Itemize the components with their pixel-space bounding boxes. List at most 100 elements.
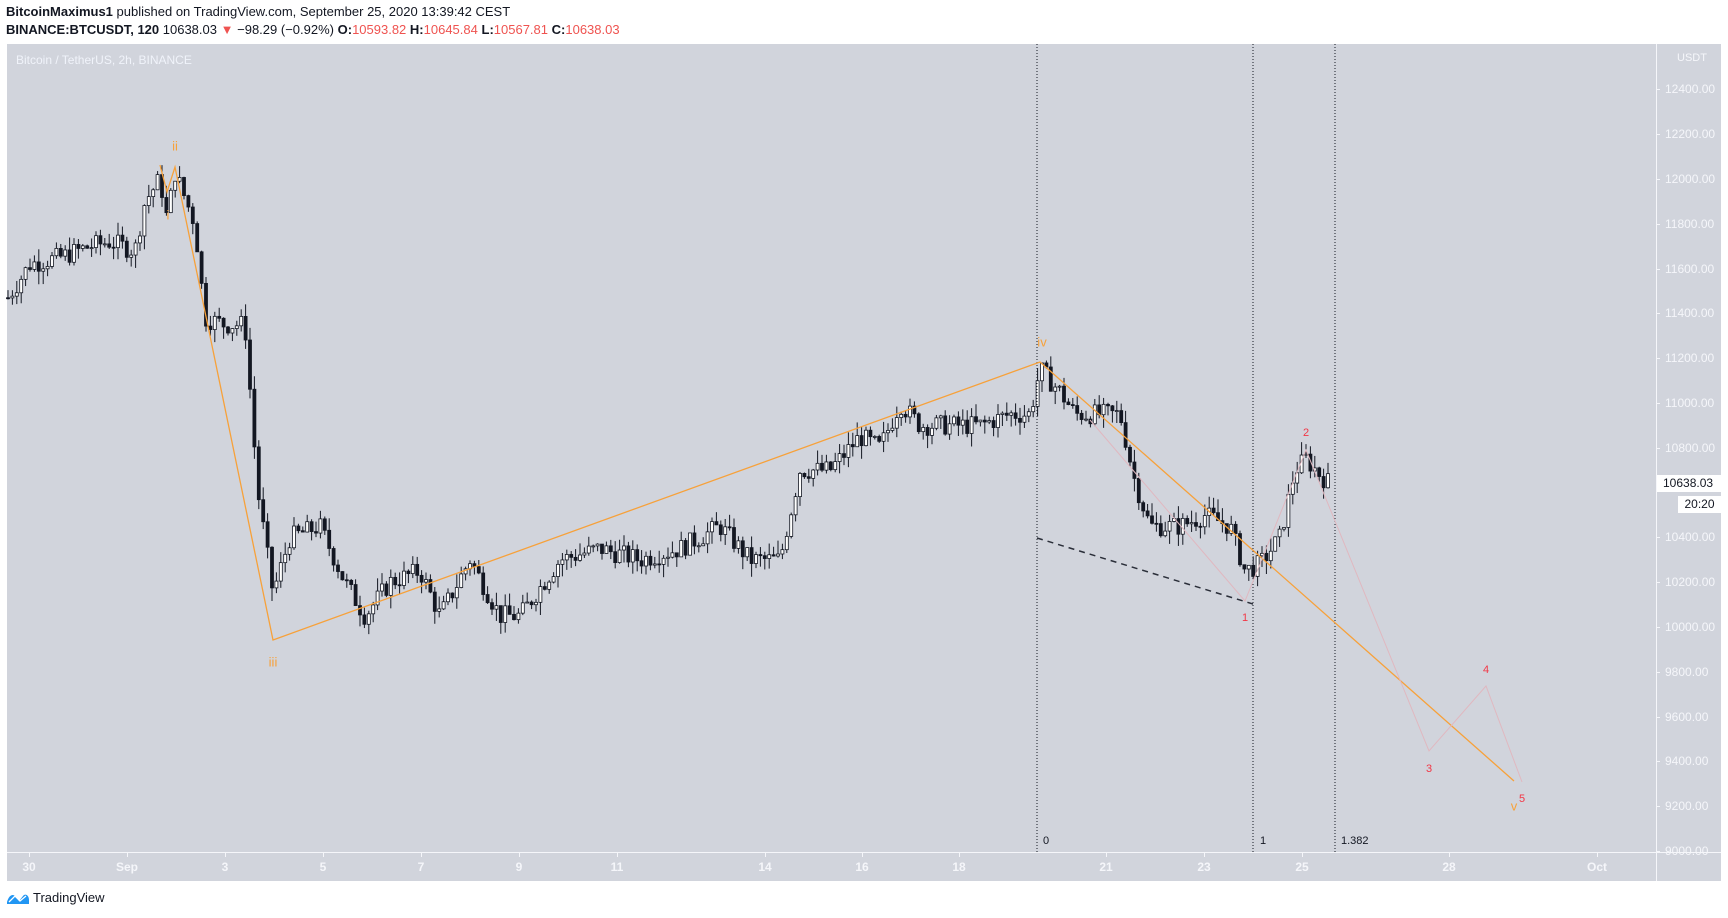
up-candle <box>168 189 173 214</box>
time-label: Sep <box>115 860 139 874</box>
down-candle <box>248 339 252 390</box>
price-tick <box>1656 223 1660 225</box>
down-candle <box>573 556 578 561</box>
current-price-label: 10638.03 <box>1657 475 1721 492</box>
time-tick <box>1204 853 1205 857</box>
up-candle <box>375 590 380 606</box>
up-candle <box>278 562 283 582</box>
down-candle <box>850 444 855 448</box>
close-label: C: <box>551 22 566 37</box>
up-candle <box>969 416 974 434</box>
chart-pane[interactable] <box>7 44 1721 881</box>
down-candle <box>120 234 125 242</box>
down-candle <box>1119 410 1124 424</box>
up-candle <box>960 419 965 426</box>
up-candle <box>1202 515 1207 528</box>
up-candle <box>595 543 600 547</box>
up-candle <box>780 549 785 555</box>
down-candle <box>217 315 222 319</box>
down-candle <box>1070 404 1075 406</box>
up-candle <box>938 415 943 419</box>
up-candle <box>1282 527 1286 530</box>
down-candle <box>727 526 732 529</box>
up-candle <box>881 432 886 442</box>
up-candle <box>666 556 670 559</box>
up-candle <box>899 413 904 418</box>
down-candle <box>1233 523 1238 534</box>
down-candle <box>1079 412 1084 420</box>
up-candle <box>793 496 798 516</box>
up-candle <box>1277 528 1282 538</box>
price-label: 12200.00 <box>1665 127 1716 142</box>
tradingview-logo-icon <box>7 894 29 904</box>
down-candle <box>344 579 349 582</box>
up-candle <box>305 521 310 533</box>
up-candle <box>1286 493 1291 528</box>
last-price: 10638.03 <box>162 22 217 37</box>
wave-label-iii: iii <box>268 654 278 670</box>
price-tick <box>1656 716 1660 718</box>
down-candle <box>353 584 358 606</box>
down-candle <box>1321 476 1326 489</box>
price-label: 10400.00 <box>1665 530 1716 545</box>
time-label: Oct <box>1586 860 1608 874</box>
down-candle <box>331 548 336 566</box>
wave-label-5: 5 <box>1518 793 1526 805</box>
down-candle <box>529 601 534 606</box>
down-candle <box>692 532 697 547</box>
down-candle <box>419 574 424 583</box>
down-candle <box>1075 405 1080 414</box>
up-candle <box>366 613 371 625</box>
up-candle <box>138 235 142 244</box>
down-candle <box>943 415 948 435</box>
up-candle <box>547 581 552 590</box>
up-candle <box>1000 412 1005 415</box>
up-candle <box>1189 522 1194 525</box>
time-label: 25 <box>1295 860 1309 874</box>
down-candle <box>828 461 833 471</box>
down-candle <box>336 564 340 572</box>
down-candle <box>186 195 191 208</box>
down-candle <box>67 249 72 263</box>
up-candle <box>72 244 76 263</box>
up-candle <box>617 549 622 563</box>
up-candle <box>987 420 992 423</box>
down-candle <box>991 420 996 428</box>
up-candle <box>23 267 28 280</box>
time-label: 11 <box>610 860 624 874</box>
down-candle <box>199 251 204 284</box>
down-candle <box>256 446 261 501</box>
up-candle <box>846 444 851 458</box>
up-candle <box>32 261 37 270</box>
up-candle <box>1163 530 1168 537</box>
tradingview-footer[interactable]: TradingView <box>6 890 105 905</box>
up-candle <box>388 576 393 596</box>
up-candle <box>837 453 842 463</box>
down-candle <box>36 261 41 272</box>
up-candle <box>1009 412 1014 416</box>
down-candle <box>771 554 776 557</box>
down-candle <box>868 429 873 438</box>
down-candle <box>1211 507 1216 514</box>
down-candle <box>1088 418 1093 425</box>
down-candle <box>648 555 653 566</box>
time-tick <box>959 853 960 857</box>
author-name[interactable]: BitcoinMaximus1 <box>6 4 113 19</box>
up-candle <box>947 423 952 435</box>
price-tick <box>1656 403 1660 404</box>
price-label: 9800.00 <box>1665 664 1709 679</box>
down-candle <box>806 476 811 479</box>
up-candle <box>661 557 666 565</box>
up-candle <box>410 563 415 575</box>
up-candle <box>1268 550 1273 562</box>
up-candle <box>1026 411 1031 417</box>
price-change: −98.29 (−0.92%) <box>237 22 334 37</box>
up-candle <box>776 553 780 557</box>
time-tick <box>765 853 766 857</box>
fib-label-0: 0 <box>1043 835 1050 847</box>
down-candle <box>925 427 930 436</box>
price-label: 11200.00 <box>1665 351 1715 366</box>
down-candle <box>802 473 807 478</box>
time-tick <box>617 853 618 857</box>
